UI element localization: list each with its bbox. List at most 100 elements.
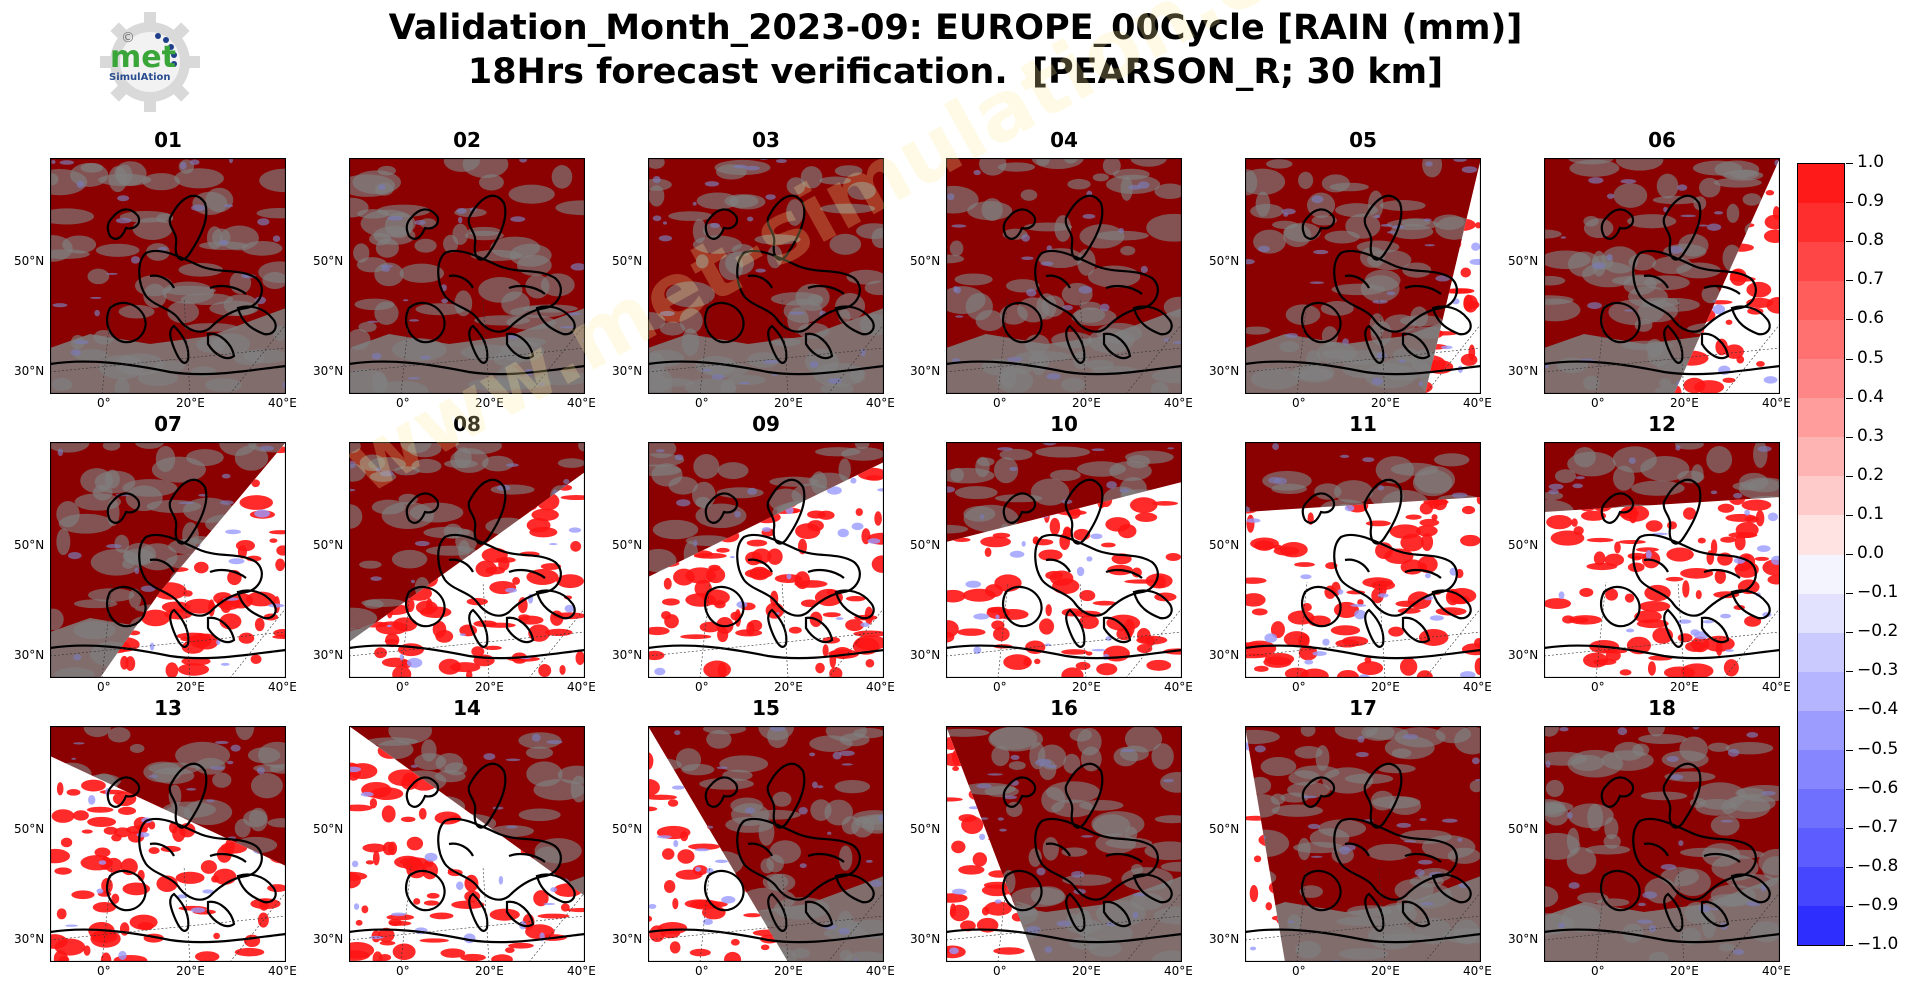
lon-label: 40°E xyxy=(268,680,297,694)
colorbar-tick-label: −0.3 xyxy=(1857,660,1899,681)
lon-label: 0° xyxy=(396,396,410,410)
panel-title-05: 05 xyxy=(1349,128,1377,152)
lon-label: 20°E xyxy=(475,680,504,694)
lon-label: 40°E xyxy=(1463,680,1492,694)
lon-label: 20°E xyxy=(1670,396,1699,410)
lat-label: 50°N xyxy=(14,254,45,268)
lon-label: 40°E xyxy=(1762,396,1791,410)
lat-label: 30°N xyxy=(910,932,941,946)
lat-label: 50°N xyxy=(1209,822,1240,836)
lat-label: 30°N xyxy=(14,364,45,378)
lat-label: 50°N xyxy=(313,538,344,552)
lat-label: 50°N xyxy=(313,822,344,836)
colorbar-tick-label: −0.5 xyxy=(1857,738,1899,759)
lon-label: 20°E xyxy=(774,680,803,694)
lon-label: 20°E xyxy=(774,396,803,410)
panel-title-04: 04 xyxy=(1050,128,1078,152)
panel-title-03: 03 xyxy=(752,128,780,152)
colorbar-tick xyxy=(1846,827,1853,829)
colorbar-tick xyxy=(1846,945,1853,946)
colorbar-tick xyxy=(1846,632,1853,634)
map-svg-01 xyxy=(50,158,286,394)
lon-label: 0° xyxy=(1591,396,1605,410)
lon-label: 40°E xyxy=(567,680,596,694)
map-svg-06 xyxy=(1544,158,1780,394)
lat-label: 30°N xyxy=(313,932,344,946)
colorbar-segment xyxy=(1798,788,1844,829)
map-panel-13 xyxy=(50,726,286,962)
colorbar xyxy=(1797,163,1845,946)
colorbar-segment xyxy=(1798,281,1844,321)
lon-label: 0° xyxy=(695,680,709,694)
map-svg-13 xyxy=(50,726,286,962)
map-panel-16 xyxy=(946,726,1182,962)
colorbar-tick xyxy=(1846,202,1853,204)
lat-label: 30°N xyxy=(14,932,45,946)
colorbar-tick-label: 0.3 xyxy=(1857,425,1885,446)
colorbar-tick-label: 0.7 xyxy=(1857,269,1885,290)
colorbar-segment xyxy=(1798,554,1844,595)
colorbar-tick xyxy=(1846,280,1853,282)
lon-label: 0° xyxy=(1292,396,1306,410)
lon-label: 20°E xyxy=(176,396,205,410)
lat-label: 30°N xyxy=(313,648,344,662)
lat-label: 30°N xyxy=(612,364,643,378)
gear-icon xyxy=(100,12,200,112)
panel-title-10: 10 xyxy=(1050,412,1078,436)
colorbar-tick xyxy=(1846,671,1853,673)
panel-title-16: 16 xyxy=(1050,696,1078,720)
colorbar-segment xyxy=(1798,398,1844,438)
map-svg-16 xyxy=(946,726,1182,962)
colorbar-tick xyxy=(1846,710,1853,712)
lat-label: 30°N xyxy=(1209,648,1240,662)
lon-label: 20°E xyxy=(1371,964,1400,978)
colorbar-tick-label: −0.6 xyxy=(1857,777,1899,798)
map-panel-14 xyxy=(349,726,585,962)
map-svg-14 xyxy=(349,726,585,962)
panel-title-09: 09 xyxy=(752,412,780,436)
lon-label: 0° xyxy=(1292,680,1306,694)
lat-label: 50°N xyxy=(1209,538,1240,552)
panel-title-01: 01 xyxy=(154,128,182,152)
map-panel-10 xyxy=(946,442,1182,678)
map-panel-17 xyxy=(1245,726,1481,962)
lat-label: 30°N xyxy=(612,648,643,662)
lon-label: 40°E xyxy=(1762,964,1791,978)
lon-label: 0° xyxy=(97,680,111,694)
lat-label: 30°N xyxy=(612,932,643,946)
lon-label: 20°E xyxy=(1670,680,1699,694)
lon-label: 0° xyxy=(396,680,410,694)
colorbar-segment xyxy=(1798,671,1844,712)
colorbar-tick-label: 0.6 xyxy=(1857,308,1885,329)
lon-label: 40°E xyxy=(866,680,895,694)
map-panel-01 xyxy=(50,158,286,394)
lon-label: 0° xyxy=(993,680,1007,694)
lat-label: 30°N xyxy=(1508,364,1539,378)
logo-text-simulation: SimulAtion xyxy=(109,72,171,83)
lon-label: 0° xyxy=(695,964,709,978)
map-panel-09 xyxy=(648,442,884,678)
colorbar-tick xyxy=(1846,319,1853,321)
lon-label: 20°E xyxy=(1072,680,1101,694)
lon-label: 0° xyxy=(695,396,709,410)
colorbar-segment xyxy=(1798,437,1844,477)
map-svg-05 xyxy=(1245,158,1481,394)
lat-label: 50°N xyxy=(910,254,941,268)
copyright-symbol: © xyxy=(121,30,135,46)
lon-label: 40°E xyxy=(1164,964,1193,978)
lon-label: 20°E xyxy=(176,964,205,978)
panel-title-07: 07 xyxy=(154,412,182,436)
met-simulation-logo: © met SimulAtion xyxy=(100,12,200,112)
lon-label: 40°E xyxy=(866,396,895,410)
map-svg-12 xyxy=(1544,442,1780,678)
map-panel-11 xyxy=(1245,442,1481,678)
map-svg-04 xyxy=(946,158,1182,394)
lon-label: 20°E xyxy=(1072,964,1101,978)
colorbar-tick-label: 0.5 xyxy=(1857,347,1885,368)
map-svg-18 xyxy=(1544,726,1780,962)
panel-title-02: 02 xyxy=(453,128,481,152)
lon-label: 20°E xyxy=(1072,396,1101,410)
colorbar-tick-label: −0.4 xyxy=(1857,699,1899,720)
colorbar-segment xyxy=(1798,632,1844,673)
lon-label: 0° xyxy=(993,964,1007,978)
